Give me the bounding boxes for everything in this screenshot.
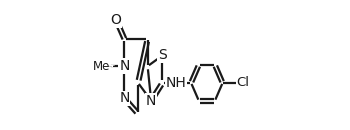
Text: Me: Me [93,60,111,73]
Text: N: N [146,94,156,108]
Text: N: N [119,91,130,105]
Text: methyl: methyl [110,65,115,66]
Text: N: N [119,59,130,73]
Text: methyl: methyl [111,65,116,66]
Text: methyl: methyl [110,65,114,66]
Text: O: O [111,13,121,27]
Text: methyl: methyl [108,66,113,67]
Text: S: S [158,48,167,63]
Text: NH: NH [166,76,187,90]
Text: Cl: Cl [236,76,249,89]
Text: methyl: methyl [111,65,116,66]
